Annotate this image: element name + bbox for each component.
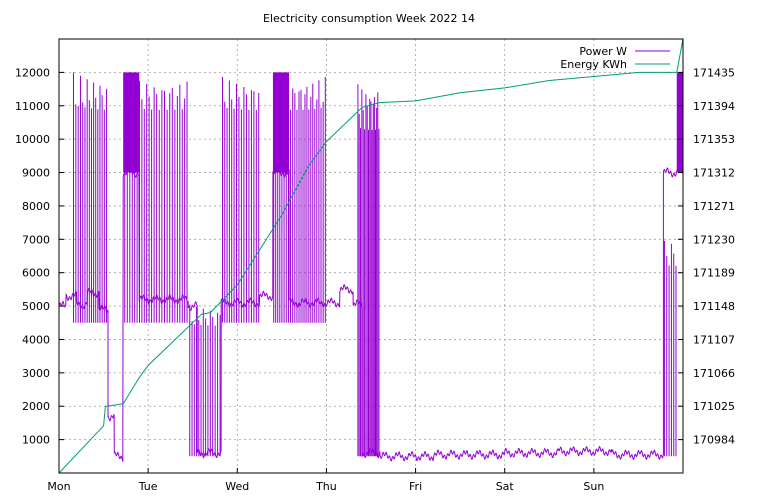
x-tick-label-0: Mon xyxy=(47,480,70,493)
left-tick-label-11: 12000 xyxy=(15,66,50,79)
right-tick-label-2: 171066 xyxy=(693,367,735,380)
left-axis-ticks: 1000 2000 3000 4000 5000 6000 7000 8000 9000 1000… xyxy=(15,66,64,447)
legend-label-energy: Energy KWh xyxy=(560,58,627,71)
legend-label-power: Power W xyxy=(579,45,627,58)
left-tick-label-10: 11000 xyxy=(15,100,50,113)
x-tick-label-5: Sat xyxy=(496,480,515,493)
x-tick-label-1: Tue xyxy=(138,480,158,493)
x-tick-label-3: Thu xyxy=(315,480,337,493)
right-tick-label-0: 170984 xyxy=(693,434,735,447)
left-tick-label-6: 7000 xyxy=(22,233,50,246)
left-tick-label-8: 9000 xyxy=(22,167,50,180)
x-axis-ticks: Mon Tue Wed Thu Fri Sat Sun xyxy=(47,468,604,493)
x-tick-label-4: Fri xyxy=(409,480,422,493)
left-tick-label-9: 10000 xyxy=(15,133,50,146)
legend: Power W Energy KWh xyxy=(560,45,670,71)
power-dense-block-2 xyxy=(676,72,683,173)
right-tick-label-6: 171230 xyxy=(693,233,735,246)
left-tick-label-5: 6000 xyxy=(22,267,50,280)
left-tick-label-1: 2000 xyxy=(22,400,50,413)
right-tick-label-7: 171271 xyxy=(693,200,735,213)
left-tick-label-0: 1000 xyxy=(22,434,50,447)
right-tick-label-11: 171435 xyxy=(693,66,735,79)
left-tick-label-2: 3000 xyxy=(22,367,50,380)
energy-series xyxy=(58,38,684,474)
right-tick-label-4: 171148 xyxy=(693,300,735,313)
right-axis-ticks: 170984 171025 171066 171107 171148 171189 1712… xyxy=(678,66,735,447)
x-tick-label-2: Wed xyxy=(225,480,249,493)
plot-frame xyxy=(58,38,684,474)
right-tick-label-3: 171107 xyxy=(693,333,735,346)
right-tick-label-5: 171189 xyxy=(693,267,735,280)
right-tick-label-10: 171394 xyxy=(693,100,735,113)
left-tick-label-7: 8000 xyxy=(22,200,50,213)
chart-title: Electricity consumption Week 2022 14 xyxy=(263,12,475,25)
power-series xyxy=(58,72,684,463)
power-dense-block-1 xyxy=(272,72,289,173)
left-tick-label-4: 5000 xyxy=(22,300,50,313)
x-tick-label-6: Sun xyxy=(583,480,604,493)
power-dense-block-0 xyxy=(123,72,140,173)
right-tick-label-9: 171353 xyxy=(693,133,735,146)
left-tick-label-3: 4000 xyxy=(22,333,50,346)
right-tick-label-8: 171312 xyxy=(693,167,735,180)
right-tick-label-1: 171025 xyxy=(693,400,735,413)
energy-line xyxy=(58,38,684,474)
